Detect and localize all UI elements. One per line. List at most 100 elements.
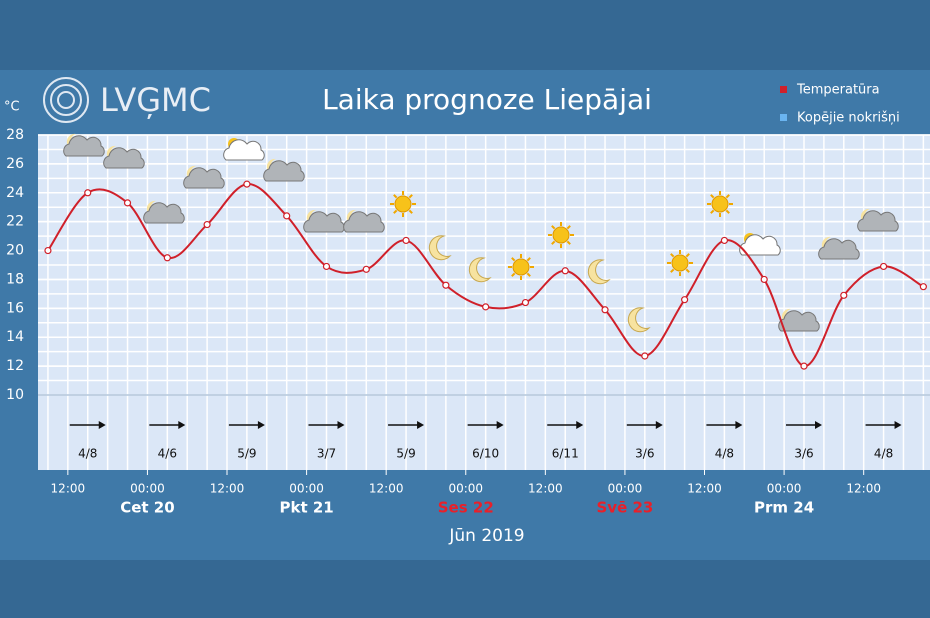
chart-title: Laika prognoze Liepājai — [322, 83, 652, 116]
cloud — [739, 234, 781, 256]
cloud — [63, 135, 105, 157]
cloud — [263, 160, 305, 182]
day-label: Prm 24 — [754, 499, 814, 517]
weather-icon — [223, 138, 265, 161]
sun-ray — [393, 209, 398, 214]
wind-label: 6/10 — [472, 447, 499, 461]
cloud — [343, 211, 385, 233]
sun-ray — [551, 225, 556, 230]
cloud — [143, 202, 185, 224]
sun-ray — [511, 257, 516, 262]
data-point — [123, 199, 132, 207]
sun-ray — [393, 194, 398, 199]
wind-label: 3/6 — [635, 447, 654, 461]
wind-label: 4/8 — [715, 447, 734, 461]
wind-label: 4/6 — [158, 447, 177, 461]
moon — [428, 235, 452, 261]
weather-icon — [667, 250, 693, 276]
weather-icon — [390, 191, 416, 217]
legend-label: Kopējie nokrišņi — [797, 111, 900, 126]
arrow-head — [576, 421, 584, 429]
arrow-head — [496, 421, 504, 429]
sun — [671, 254, 689, 272]
data-point — [243, 180, 251, 188]
weather-icon — [143, 200, 185, 224]
wind-arrow — [706, 421, 743, 429]
sun-ray — [551, 240, 556, 245]
weather-icon — [63, 133, 105, 157]
x-tick-label: 00:00 — [608, 482, 643, 496]
cloud — [818, 238, 860, 260]
data-point — [561, 267, 569, 275]
weather-icon — [627, 307, 651, 333]
x-tick-label: 00:00 — [767, 482, 802, 496]
day-label: Pkt 21 — [279, 499, 333, 517]
data-point — [720, 236, 729, 245]
y-tick-label: 24 — [6, 185, 24, 201]
data-point — [840, 291, 848, 299]
wind-arrow — [547, 421, 584, 429]
y-tick-label: 22 — [6, 214, 24, 230]
weather-icon — [548, 222, 574, 248]
wind-label: 5/9 — [237, 447, 256, 461]
cloud — [857, 210, 899, 232]
data-point — [879, 262, 888, 271]
sun-ray — [566, 225, 571, 230]
sun-ray — [511, 272, 516, 277]
sun-ray — [670, 268, 675, 273]
sun-ray — [526, 257, 531, 262]
sun-ray — [566, 240, 571, 245]
sun-ray — [710, 194, 715, 199]
arrow-head — [894, 421, 902, 429]
y-tick-label: 12 — [6, 358, 24, 374]
wind-label: 4/8 — [874, 447, 893, 461]
wind-arrow — [865, 421, 902, 429]
sun — [552, 226, 570, 244]
arrow-head — [417, 421, 425, 429]
sun-ray — [408, 194, 413, 199]
legend-swatch — [780, 114, 787, 121]
sun-ray — [670, 253, 675, 258]
y-tick-label: 20 — [6, 243, 24, 259]
moon — [587, 259, 611, 285]
data-point — [919, 283, 927, 291]
data-point — [482, 303, 490, 311]
data-point — [521, 298, 530, 307]
data-point — [84, 189, 92, 197]
moon — [468, 257, 492, 283]
wind-arrow — [626, 421, 663, 429]
sun-ray — [526, 272, 531, 277]
wind-label: 3/6 — [794, 447, 813, 461]
arrow-head — [735, 421, 743, 429]
sun — [394, 195, 412, 213]
weather-icon — [707, 191, 733, 217]
cloud — [303, 211, 345, 233]
y-tick-label: 14 — [6, 329, 24, 345]
weather-icon — [508, 254, 534, 280]
data-point — [44, 246, 52, 255]
data-point — [283, 212, 291, 220]
y-unit: °C — [4, 100, 20, 115]
data-point — [601, 306, 609, 314]
weather-icon — [103, 145, 145, 169]
y-tick-label: 28 — [6, 127, 24, 143]
sun-ray — [725, 194, 730, 199]
data-point — [322, 262, 331, 271]
arrow-head — [178, 421, 186, 429]
wind-arrow — [149, 421, 186, 429]
legend-label: Temperatūra — [796, 83, 880, 98]
sun-ray — [685, 268, 690, 273]
x-tick-label: 12:00 — [528, 482, 563, 496]
x-tick-label: 12:00 — [369, 482, 404, 496]
wind-label: 6/11 — [552, 447, 579, 461]
sun-ray — [725, 209, 730, 214]
arrow-head — [814, 421, 822, 429]
wind-arrow — [785, 421, 822, 429]
day-label: Cet 20 — [120, 499, 174, 517]
weather-icon — [587, 259, 611, 285]
wind-label: 5/9 — [396, 447, 415, 461]
arrow-head — [655, 421, 663, 429]
arrow-head — [98, 421, 106, 429]
month-label: Jūn 2019 — [448, 526, 524, 546]
sun-ray — [408, 209, 413, 214]
